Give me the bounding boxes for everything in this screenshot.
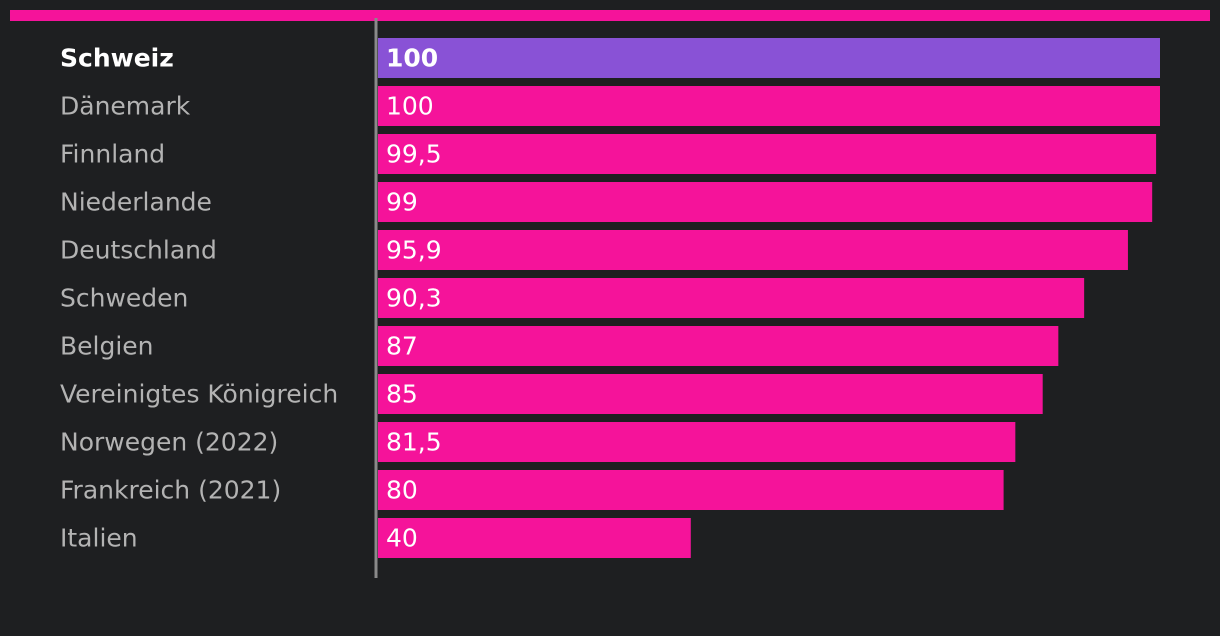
bar-9 xyxy=(378,470,1004,510)
value-label-4: 95,9 xyxy=(386,236,442,265)
value-label-8: 81,5 xyxy=(386,428,442,457)
top-accent-bar xyxy=(10,10,1210,21)
value-label-6: 87 xyxy=(386,332,418,361)
value-label-9: 80 xyxy=(386,476,418,505)
value-label-5: 90,3 xyxy=(386,284,442,313)
bar-7 xyxy=(378,374,1043,414)
bar-2 xyxy=(378,134,1157,174)
bar-1 xyxy=(378,86,1160,126)
category-label-5: Schweden xyxy=(60,284,188,313)
value-label-1: 100 xyxy=(386,92,434,121)
bar-10 xyxy=(378,518,691,558)
value-label-7: 85 xyxy=(386,380,418,409)
bars-layer xyxy=(378,38,1160,558)
bar-4 xyxy=(378,230,1128,270)
category-label-3: Niederlande xyxy=(60,188,212,217)
bar-0 xyxy=(378,38,1160,78)
category-label-10: Italien xyxy=(60,524,138,553)
value-label-10: 40 xyxy=(386,524,418,553)
category-label-0: Schweiz xyxy=(60,44,174,73)
category-label-8: Norwegen (2022) xyxy=(60,428,278,457)
category-labels: Schweiz Dänemark Finnland Niederlande Deutsc… xyxy=(60,44,338,553)
category-label-9: Frankreich (2021) xyxy=(60,476,281,505)
category-label-1: Dänemark xyxy=(60,92,191,121)
category-label-2: Finnland xyxy=(60,140,165,169)
value-labels: 100 100 99,5 99 95,9 90,3 87 85 81,5 80 40 xyxy=(386,44,442,553)
category-label-6: Belgien xyxy=(60,332,154,361)
bar-6 xyxy=(378,326,1059,366)
category-label-4: Deutschland xyxy=(60,236,217,265)
bar-5 xyxy=(378,278,1085,318)
bar-8 xyxy=(378,422,1016,462)
value-label-2: 99,5 xyxy=(386,140,442,169)
category-label-7: Vereinigtes Königreich xyxy=(60,380,338,409)
bar-3 xyxy=(378,182,1153,222)
value-label-3: 99 xyxy=(386,188,418,217)
value-label-0: 100 xyxy=(386,44,438,73)
